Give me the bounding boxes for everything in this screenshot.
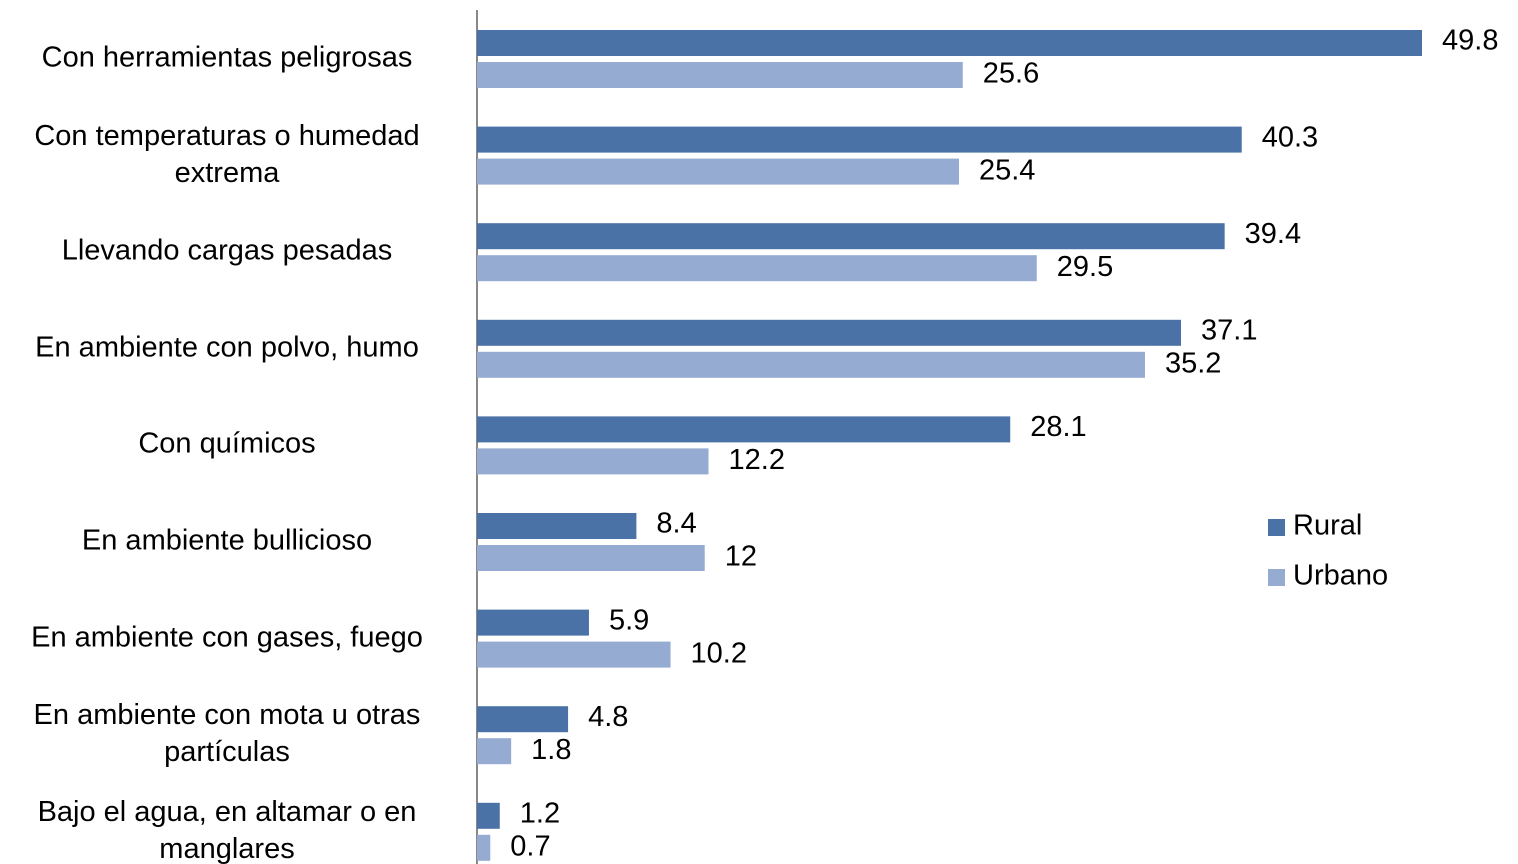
category-label: Con temperaturas o humedad extrema <box>34 119 420 189</box>
category-label: En ambiente con gases, fuego <box>31 621 423 654</box>
value-label: 25.6 <box>983 58 1039 90</box>
value-label: 1.2 <box>520 797 560 829</box>
bar <box>477 545 705 571</box>
bar <box>477 351 1145 378</box>
value-label: 10.2 <box>691 637 747 669</box>
bar <box>477 738 512 765</box>
legend-swatch <box>1268 519 1285 536</box>
bar <box>477 223 1225 250</box>
value-label: 29.5 <box>1057 251 1113 283</box>
value-label: 0.7 <box>510 830 550 862</box>
bar <box>477 126 1242 153</box>
value-label: 35.2 <box>1165 347 1221 379</box>
value-label: 4.8 <box>588 701 628 733</box>
category-label: Llevando cargas pesadas <box>61 234 393 267</box>
value-label: 12.2 <box>729 444 785 476</box>
bar <box>477 319 1182 346</box>
category-label: En ambiente con polvo, humo <box>35 331 419 364</box>
value-label: 28.1 <box>1030 411 1086 443</box>
category-label: Con químicos <box>138 427 316 460</box>
value-label: 1.8 <box>531 734 571 766</box>
bar <box>477 30 1422 56</box>
bar <box>477 513 637 539</box>
bar <box>477 416 1011 443</box>
value-label: 12 <box>725 541 757 573</box>
value-label: 25.4 <box>979 154 1035 186</box>
legend-label: Rural <box>1293 510 1362 542</box>
bar <box>477 448 709 475</box>
category-label: En ambiente con mota u otras partículas <box>33 699 421 769</box>
legend-swatch <box>1268 569 1285 586</box>
value-label: 49.8 <box>1442 25 1498 57</box>
value-label: 37.1 <box>1201 314 1257 346</box>
category-label: Bajo el agua, en altamar o en manglares <box>37 795 417 864</box>
category-label: Con herramientas peligrosas <box>41 41 413 74</box>
bar <box>477 706 569 733</box>
bar <box>477 62 963 88</box>
value-label: 5.9 <box>609 604 649 636</box>
bar <box>477 834 491 861</box>
bar <box>477 802 500 829</box>
bar <box>477 641 671 668</box>
bar <box>477 609 589 636</box>
legend-label: Urbano <box>1293 560 1388 592</box>
bar <box>477 158 959 185</box>
value-label: 40.3 <box>1262 121 1318 153</box>
category-label: En ambiente bullicioso <box>81 524 373 557</box>
value-label: 8.4 <box>656 508 696 540</box>
value-label: 39.4 <box>1245 218 1301 250</box>
bar <box>477 255 1037 282</box>
